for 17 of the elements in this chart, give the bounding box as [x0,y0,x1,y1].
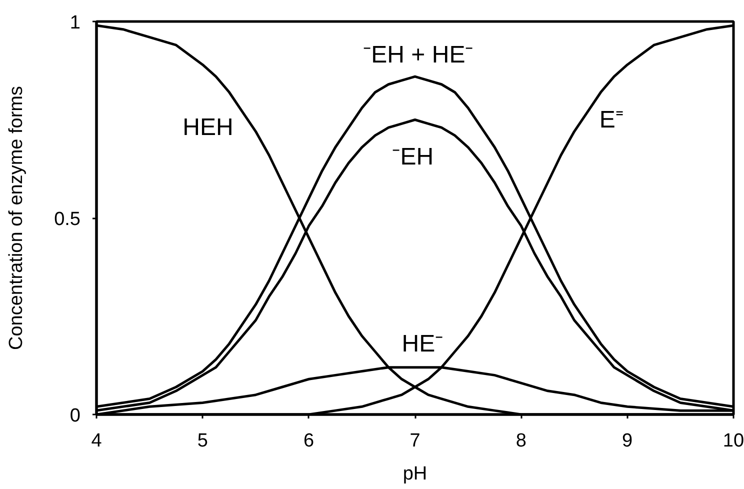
x-tick-label: 10 [722,430,744,452]
x-tick-label: 4 [91,430,102,452]
x-axis-title: pH [402,464,428,484]
x-tick-label: 6 [304,430,314,452]
series-label: HEH [182,114,234,142]
x-tick-label: 8 [516,430,526,452]
x-tick-label: 7 [410,430,420,452]
series-label: HE⁻ [402,330,444,358]
x-tick-label: 9 [622,430,633,452]
y-tick-label: 1 [70,12,81,34]
y-tick-label: 0 [70,406,81,426]
x-tick-label: 5 [197,430,208,452]
series-label: E⁼ [599,106,624,134]
y-tick-label: 0.5 [54,209,81,230]
y-axis-title: Concentration of enzyme forms [6,86,28,350]
series-label: ⁻EH [392,144,434,171]
series-label: ⁻EH + HE⁻ [363,41,474,68]
